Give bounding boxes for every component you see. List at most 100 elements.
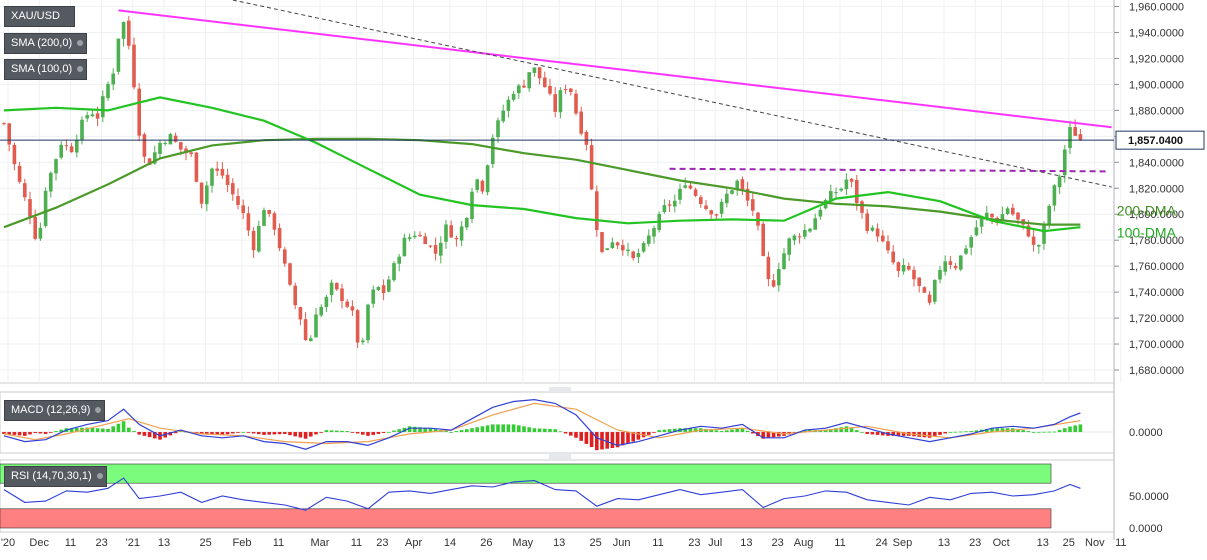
macd-histogram-bar [870, 432, 875, 435]
macd-histogram-bar [303, 432, 308, 439]
candle-down [433, 245, 438, 254]
label-100-dma: 100-DMA [1117, 225, 1177, 241]
rsi-label[interactable]: RSI (14,70,30,1) [4, 466, 107, 487]
symbol-label[interactable]: XAU/USD [4, 6, 75, 27]
candle-up [938, 269, 942, 280]
candle-down [220, 168, 225, 176]
candle-down [990, 213, 994, 218]
candle-up [459, 226, 464, 241]
x-tick-label: 24 [875, 537, 887, 549]
x-tick-label: 14 [444, 537, 456, 549]
macd-histogram-bar [860, 432, 864, 433]
candle-up [153, 152, 157, 164]
macd-histogram-bar [153, 432, 157, 439]
candle-down [132, 44, 136, 88]
macd-histogram-bar [855, 430, 859, 433]
macd-histogram-bar [7, 432, 11, 435]
candle-up [678, 188, 682, 200]
candle-up [439, 242, 443, 256]
macd-histogram-bar [901, 432, 906, 436]
candle-down [350, 306, 355, 311]
candle-down [1016, 212, 1020, 220]
x-tick-label: 23 [771, 537, 783, 549]
macd-histogram-bar [969, 431, 973, 433]
resistance-trendline [118, 9, 1112, 129]
x-tick-label: 11 [65, 537, 76, 549]
candle-up [979, 219, 984, 227]
candle-down [251, 230, 256, 251]
macd-histogram-bar [2, 432, 6, 434]
candle-down [922, 287, 927, 293]
candle-up [1005, 208, 1010, 214]
macd-histogram-bar [454, 431, 459, 433]
indicator-sma-200-label[interactable]: SMA (200,0) [4, 33, 88, 54]
macd-histogram-bar [532, 428, 537, 433]
candle-down [761, 223, 765, 256]
candle-down [615, 242, 620, 246]
candle-up [262, 210, 266, 226]
candle-down [1073, 127, 1077, 136]
macd-histogram-bar [844, 426, 849, 433]
macd-histogram-bar [1057, 429, 1062, 433]
macd-histogram-bar [23, 432, 27, 436]
candle-up [387, 279, 391, 292]
macd-histogram-bar [85, 427, 89, 433]
macd-histogram-bar [215, 432, 219, 435]
macd-histogram-bar [974, 430, 979, 433]
candle-down [418, 235, 422, 237]
sma-200-line [3, 137, 1081, 229]
candle-down [600, 231, 604, 252]
macd-histogram-bar [127, 427, 131, 433]
x-tick-label: 25 [589, 537, 601, 549]
candle-up [314, 314, 318, 338]
candle-down [1031, 236, 1036, 245]
candle-down [709, 210, 713, 215]
macd-histogram-bar [17, 432, 22, 436]
candle-up [985, 212, 989, 219]
macd-histogram-bar [548, 428, 552, 433]
macd-histogram-bar [246, 432, 251, 433]
x-tick-label: 13 [740, 537, 752, 549]
candle-down [303, 319, 308, 341]
macd-histogram-bar [834, 428, 838, 433]
macd-histogram-bar [319, 432, 323, 433]
x-tick-label: Apr [405, 537, 422, 549]
candle-up [444, 224, 448, 242]
candle-down [537, 67, 542, 79]
candle-down [17, 165, 22, 182]
candle-down [480, 180, 485, 192]
candle-up [1057, 176, 1062, 188]
macd-histogram-bar [964, 431, 968, 433]
x-tick-label: Oct [993, 537, 1010, 549]
macd-histogram-bar [397, 429, 401, 433]
macd-histogram-bar [491, 424, 495, 433]
indicator-sma-100-label[interactable]: SMA (100,0) [4, 59, 88, 80]
macd-histogram-bar [225, 432, 230, 435]
macd-histogram-bar [314, 432, 318, 435]
candle-down [423, 236, 427, 245]
x-tick-label: Mar [311, 537, 330, 549]
macd-histogram-bar [257, 432, 261, 435]
candle-down [272, 213, 277, 230]
macd-histogram-bar [1016, 429, 1020, 433]
macd-histogram-bar [595, 432, 599, 451]
macd-histogram-bar [137, 432, 141, 435]
candle-up [324, 296, 329, 308]
horizontal-resistance-line [669, 167, 1107, 173]
candle-down [714, 214, 719, 216]
candle-up [407, 237, 412, 240]
macd-label[interactable]: MACD (12,26,9) [4, 400, 106, 421]
candle-up [673, 200, 677, 207]
price-y-ticks: 1,960.0000 1,940.0000 1,920.0000 1,900.0000… [1114, 1, 1184, 377]
candle-up [1063, 149, 1067, 176]
candle-down [797, 236, 802, 238]
macd-histogram-bar [288, 432, 292, 436]
macd-histogram-bar [236, 432, 240, 433]
x-tick-label: '21 [126, 537, 140, 549]
y-tick-label: 1,820.0000 [1129, 183, 1184, 195]
macd-histogram-bar [693, 428, 698, 433]
macd-histogram-bar [241, 432, 245, 433]
descending-dashed-trendline [232, 0, 1112, 188]
macd-histogram-bar [381, 432, 386, 433]
